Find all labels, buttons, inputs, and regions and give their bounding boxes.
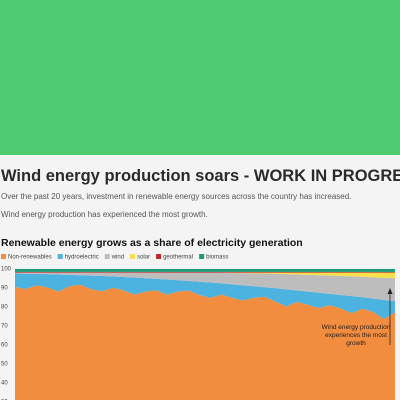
legend-swatch: [156, 254, 162, 259]
legend-swatch: [57, 254, 63, 259]
chart-title: Renewable energy grows as a share of ele…: [1, 237, 303, 249]
annotation-arrowhead: [387, 288, 393, 294]
y-tick-label: 100: [1, 267, 12, 273]
y-tick-label: 40: [1, 381, 8, 387]
legend-swatch: [199, 254, 205, 259]
y-tick-label: 90: [1, 286, 8, 292]
y-tick-label: 80: [1, 305, 8, 311]
legend-label: biomass: [206, 255, 228, 261]
legend-label: geothermal: [163, 255, 193, 261]
area: [15, 272, 395, 302]
area: [15, 284, 395, 400]
legend-label: solar: [137, 255, 150, 261]
y-tick-label: 70: [1, 324, 8, 330]
annotation: Wind energy production experiences the m…: [321, 324, 391, 347]
hero-banner: [0, 0, 400, 155]
legend-label: Non-renewables: [8, 255, 52, 261]
paragraph: Wind energy production has experienced t…: [1, 210, 208, 219]
y-tick-label: 60: [1, 343, 8, 349]
legend-swatch: [1, 254, 6, 259]
paragraph: Over the past 20 years, investment in re…: [1, 192, 352, 201]
chart: Non-renewables hydroelectric wind solar geot…: [1, 254, 395, 400]
legend-swatch: [104, 254, 110, 259]
area: [15, 269, 395, 272]
legend-swatch: [130, 254, 136, 259]
page-title: Wind energy production soars - WORK IN P…: [1, 167, 400, 185]
legend-label: wind: [111, 255, 124, 261]
area: [15, 271, 395, 273]
area: [15, 273, 395, 319]
legend-label: hydroelectric: [65, 255, 99, 261]
y-tick-label: 50: [1, 362, 8, 368]
area: [15, 272, 395, 279]
